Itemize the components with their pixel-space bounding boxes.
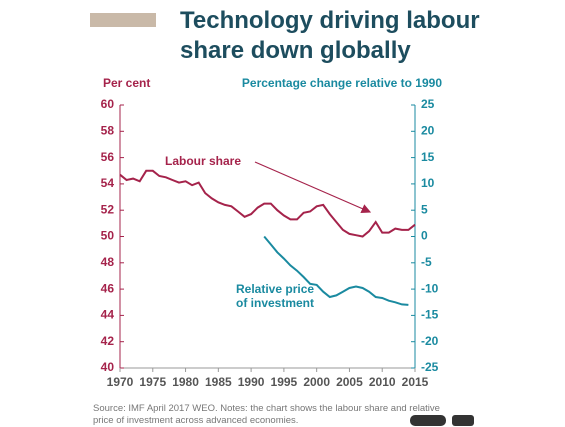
y2-tick-label: -20: [421, 334, 439, 348]
y2-tick-label: 10: [421, 176, 435, 190]
y-tick-label: 42: [101, 334, 115, 348]
series-label: Relative price of investment: [236, 282, 315, 310]
y-tick-label: 58: [101, 123, 115, 137]
x-tick-label: 2000: [303, 375, 330, 389]
y-tick-label: 52: [101, 202, 115, 216]
series-label: Labour share: [165, 154, 241, 168]
logo-bar: [90, 13, 156, 27]
series-line: [263, 235, 409, 306]
series-line: [119, 169, 416, 238]
x-tick-label: 2005: [336, 375, 363, 389]
y-tick-label: 44: [101, 308, 115, 322]
y2-tick-label: 25: [421, 97, 435, 111]
source-note: Source: IMF April 2017 WEO. Notes: the c…: [93, 403, 440, 426]
y2-tick-label: -15: [421, 308, 439, 322]
y-axis-label: Per cent: [103, 76, 150, 90]
y2-tick-label: -5: [421, 255, 432, 269]
x-tick-label: 1990: [238, 375, 265, 389]
y2-tick-label: -25: [421, 360, 439, 374]
y2-tick-label: -10: [421, 281, 439, 295]
y-tick-label: 40: [101, 360, 115, 374]
y2-tick-label: 20: [421, 123, 435, 137]
y-tick-label: 54: [101, 176, 115, 190]
x-tick-label: 2010: [369, 375, 396, 389]
y2-tick-label: 15: [421, 150, 435, 164]
x-tick-label: 1985: [205, 375, 232, 389]
x-tick-label: 1975: [139, 375, 166, 389]
x-tick-label: 1970: [107, 375, 134, 389]
control: [452, 415, 474, 426]
y-tick-label: 48: [101, 255, 115, 269]
y-tick-label: 46: [101, 281, 115, 295]
y2-tick-label: 5: [421, 202, 428, 216]
control: [410, 415, 446, 426]
annotation-arrow: [254, 161, 372, 214]
x-tick-label: 1995: [271, 375, 298, 389]
y-tick-label: 50: [101, 229, 115, 243]
title: Technology driving labour share down glo…: [180, 7, 480, 64]
x-tick-label: 2015: [402, 375, 429, 389]
y-tick-label: 60: [101, 97, 115, 111]
y-tick-label: 56: [101, 150, 115, 164]
y2-tick-label: 0: [421, 229, 428, 243]
x-tick-label: 1980: [172, 375, 199, 389]
y2-axis-label: Percentage change relative to 1990: [242, 76, 442, 90]
